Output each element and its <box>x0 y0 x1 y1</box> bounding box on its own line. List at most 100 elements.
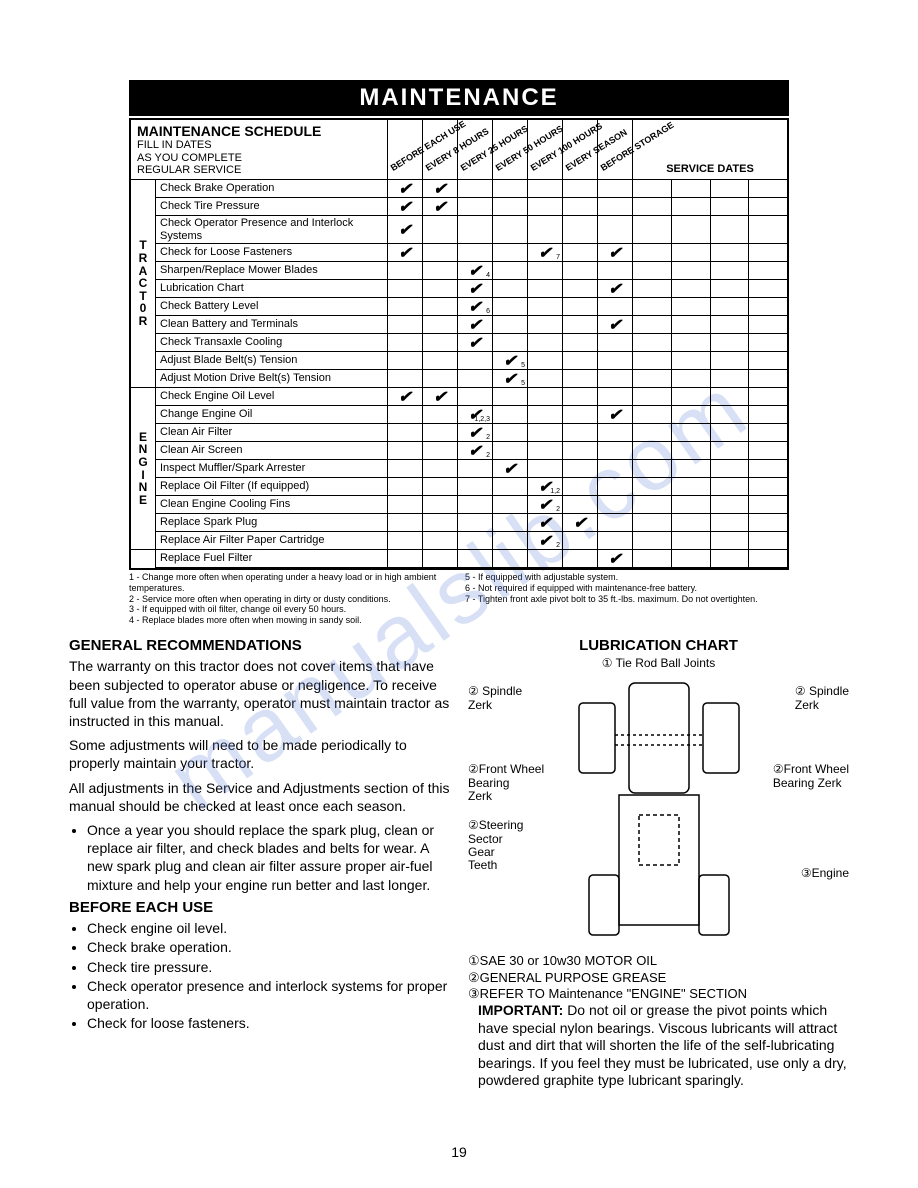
check-cell <box>562 496 597 513</box>
check-cell: ✔ <box>387 198 422 215</box>
service-date-slot <box>633 460 671 477</box>
task-cell: Check Tire Pressure <box>155 198 387 215</box>
task-cell: Clean Battery and Terminals <box>155 316 387 333</box>
check-cell <box>422 298 457 315</box>
check-cell <box>562 460 597 477</box>
checkmark-icon: ✔ <box>398 197 411 217</box>
schedule-row: Change Engine Oil✔1,2,3✔ <box>155 406 787 424</box>
task-cell: Lubrication Chart <box>155 280 387 297</box>
check-cell <box>387 532 422 549</box>
schedule-row: Check for Loose Fasteners✔✔7✔ <box>155 244 787 262</box>
schedule-row: Check Engine Oil Level✔✔ <box>155 388 787 406</box>
service-dates-cell <box>632 406 787 423</box>
check-cell <box>562 388 597 405</box>
check-subscript: 2 <box>556 506 560 513</box>
service-date-slot <box>671 460 710 477</box>
service-dates-cell <box>632 388 787 405</box>
checkmark-icon: ✔ <box>433 387 446 407</box>
check-cell <box>492 550 527 567</box>
task-cell: Adjust Blade Belt(s) Tension <box>155 352 387 369</box>
page-number: 19 <box>451 1144 467 1160</box>
service-date-slot <box>710 316 749 333</box>
check-cell: ✔ <box>387 180 422 197</box>
check-cell: ✔ <box>597 316 632 333</box>
check-cell <box>492 406 527 423</box>
check-cell <box>422 460 457 477</box>
schedule-row: Inspect Muffler/Spark Arrester✔ <box>155 460 787 478</box>
service-date-slot <box>748 316 787 333</box>
check-cell <box>562 244 597 261</box>
checkmark-icon: ✔ <box>398 220 411 240</box>
service-date-slot <box>671 352 710 369</box>
schedule-row: Clean Battery and Terminals✔✔ <box>155 316 787 334</box>
checkmark-icon: ✔ <box>538 243 551 263</box>
service-date-slot <box>748 460 787 477</box>
check-cell <box>492 198 527 215</box>
before-heading: BEFORE EACH USE <box>69 898 450 918</box>
schedule-row: Lubrication Chart✔✔ <box>155 280 787 298</box>
service-date-slot <box>633 406 671 423</box>
task-cell: Clean Air Filter <box>155 424 387 441</box>
check-cell <box>527 550 562 567</box>
service-date-slot <box>633 550 671 567</box>
check-cell: ✔1,2,3 <box>457 406 492 423</box>
check-cell <box>387 514 422 531</box>
service-dates-cell <box>632 478 787 495</box>
schedule-row: Check Brake Operation✔✔ <box>155 180 787 198</box>
task-cell: Check Brake Operation <box>155 180 387 197</box>
task-cell: Check Transaxle Cooling <box>155 334 387 351</box>
check-cell: ✔2 <box>457 424 492 441</box>
check-cell <box>597 298 632 315</box>
task-cell: Check Operator Presence and Interlock Sy… <box>155 216 387 243</box>
task-cell: Replace Spark Plug <box>155 514 387 531</box>
check-cell <box>457 388 492 405</box>
service-date-slot <box>710 370 749 387</box>
check-subscript: 4 <box>486 272 490 279</box>
service-date-slot <box>671 550 710 567</box>
schedule-row: Sharpen/Replace Mower Blades✔4 <box>155 262 787 280</box>
service-date-slot <box>633 370 671 387</box>
lube-legend: ①SAE 30 or 10w30 MOTOR OIL②GENERAL PURPO… <box>468 953 849 1002</box>
check-cell <box>457 370 492 387</box>
check-cell <box>597 388 632 405</box>
service-date-slot <box>671 424 710 441</box>
check-cell <box>457 514 492 531</box>
schedule-row: Replace Air Filter Paper Cartridge✔2 <box>155 532 787 550</box>
check-cell: ✔ <box>387 388 422 405</box>
before-item: Check engine oil level. <box>87 919 450 937</box>
service-dates-cell <box>632 334 787 351</box>
schedule-interval-headers: BEFORE EACH USE EVERY 8 HOURS EVERY 25 H… <box>387 120 787 179</box>
check-cell <box>597 216 632 243</box>
check-cell <box>422 370 457 387</box>
check-cell <box>562 406 597 423</box>
check-cell <box>527 334 562 351</box>
interval-col: EVERY 100 HOURS <box>527 120 562 179</box>
schedule-row: Clean Engine Cooling Fins✔2 <box>155 496 787 514</box>
check-cell: ✔5 <box>492 370 527 387</box>
check-cell: ✔ <box>597 244 632 261</box>
service-date-slot <box>633 352 671 369</box>
check-cell <box>562 424 597 441</box>
checkmark-icon: ✔ <box>538 513 551 533</box>
service-date-slot <box>633 298 671 315</box>
task-cell: Check for Loose Fasteners <box>155 244 387 261</box>
left-column: GENERAL RECOMMENDATIONS The warranty on … <box>69 636 450 1090</box>
check-cell <box>422 244 457 261</box>
check-cell <box>562 216 597 243</box>
service-date-slot <box>748 424 787 441</box>
footnote: 2 - Service more often when operating in… <box>129 594 453 605</box>
lube-legend-line: ③REFER TO Maintenance "ENGINE" SECTION <box>468 986 849 1002</box>
service-dates-cell <box>632 180 787 197</box>
check-cell <box>492 180 527 197</box>
check-cell: ✔ <box>527 514 562 531</box>
checkmark-icon: ✔ <box>608 243 621 263</box>
service-dates-cell <box>632 370 787 387</box>
checkmark-icon: ✔ <box>503 459 516 479</box>
general-p1: The warranty on this tractor does not co… <box>69 657 450 730</box>
service-date-slot <box>748 406 787 423</box>
task-cell: Check Engine Oil Level <box>155 388 387 405</box>
lube-legend-line: ①SAE 30 or 10w30 MOTOR OIL <box>468 953 849 969</box>
check-cell <box>597 180 632 197</box>
checkmark-icon: ✔ <box>608 315 621 335</box>
service-date-slot <box>633 216 671 243</box>
